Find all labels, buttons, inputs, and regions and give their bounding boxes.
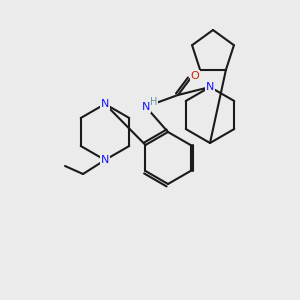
Text: N: N <box>142 102 150 112</box>
Text: O: O <box>190 71 200 81</box>
Text: N: N <box>101 99 109 109</box>
Text: N: N <box>206 82 214 92</box>
Text: N: N <box>101 155 109 165</box>
Text: H: H <box>150 97 158 107</box>
